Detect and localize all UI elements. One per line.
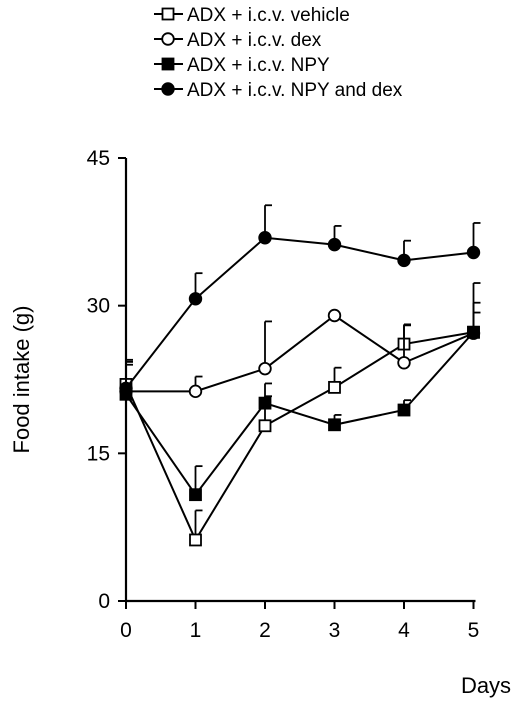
legend-label: ADX + i.c.v. vehicle — [187, 5, 350, 26]
legend-item: ADX + i.c.v. NPY and dex — [154, 80, 403, 101]
data-point — [188, 384, 203, 399]
data-point — [258, 396, 272, 410]
y-tick-label: 15 — [87, 442, 110, 465]
legend-item: ADX + i.c.v. NPY — [154, 55, 330, 76]
legend-marker — [161, 82, 175, 96]
y-axis-title: Food intake (g) — [9, 306, 34, 454]
legend-item: ADX + i.c.v. vehicle — [154, 5, 350, 26]
data-point — [466, 245, 481, 260]
data-point — [397, 356, 411, 370]
legend-marker — [161, 32, 175, 46]
data-point — [258, 361, 272, 376]
y-tick-label: 30 — [87, 295, 110, 318]
series-1 — [119, 301, 481, 547]
x-axis-title: Days — [461, 673, 511, 698]
x-tick-label: 3 — [329, 619, 341, 642]
data-point — [397, 403, 411, 417]
x-tick-label: 4 — [398, 619, 410, 642]
data-point — [258, 231, 272, 245]
y-tick-label: 0 — [98, 590, 110, 613]
legend-marker — [161, 7, 175, 21]
legend-marker — [161, 57, 175, 71]
series-line — [126, 314, 474, 393]
series-line — [125, 236, 474, 389]
series-3 — [119, 311, 481, 502]
plot-area — [119, 204, 481, 547]
data-point — [188, 292, 203, 306]
legend-item: ADX + i.c.v. dex — [154, 30, 322, 51]
data-point — [397, 253, 411, 268]
x-tick-label: 1 — [190, 619, 202, 642]
data-point — [189, 533, 202, 547]
x-tick-label: 2 — [259, 619, 271, 642]
legend: ADX + i.c.v. vehicle ADX + i.c.v. dex ADX … — [154, 5, 403, 101]
y-axis-ticks: 0 15 30 45 — [87, 147, 126, 613]
legend-label: ADX + i.c.v. NPY — [187, 55, 330, 76]
x-tick-label: 0 — [120, 619, 132, 642]
data-point — [189, 488, 202, 502]
legend-label: ADX + i.c.v. NPY and dex — [187, 80, 403, 101]
legend-label: ADX + i.c.v. dex — [187, 30, 322, 51]
data-point — [258, 419, 272, 433]
x-tick-label: 5 — [468, 619, 480, 642]
data-point — [327, 237, 342, 252]
series-line — [125, 331, 474, 543]
y-tick-label: 45 — [87, 147, 110, 170]
series-line — [125, 331, 475, 497]
data-point — [119, 381, 133, 396]
series-4 — [119, 204, 481, 396]
data-point — [467, 325, 480, 339]
x-axis-ticks: 0 1 2 3 4 5 — [120, 601, 479, 642]
data-point — [328, 380, 341, 394]
data-point — [328, 418, 341, 432]
data-point — [327, 308, 342, 323]
